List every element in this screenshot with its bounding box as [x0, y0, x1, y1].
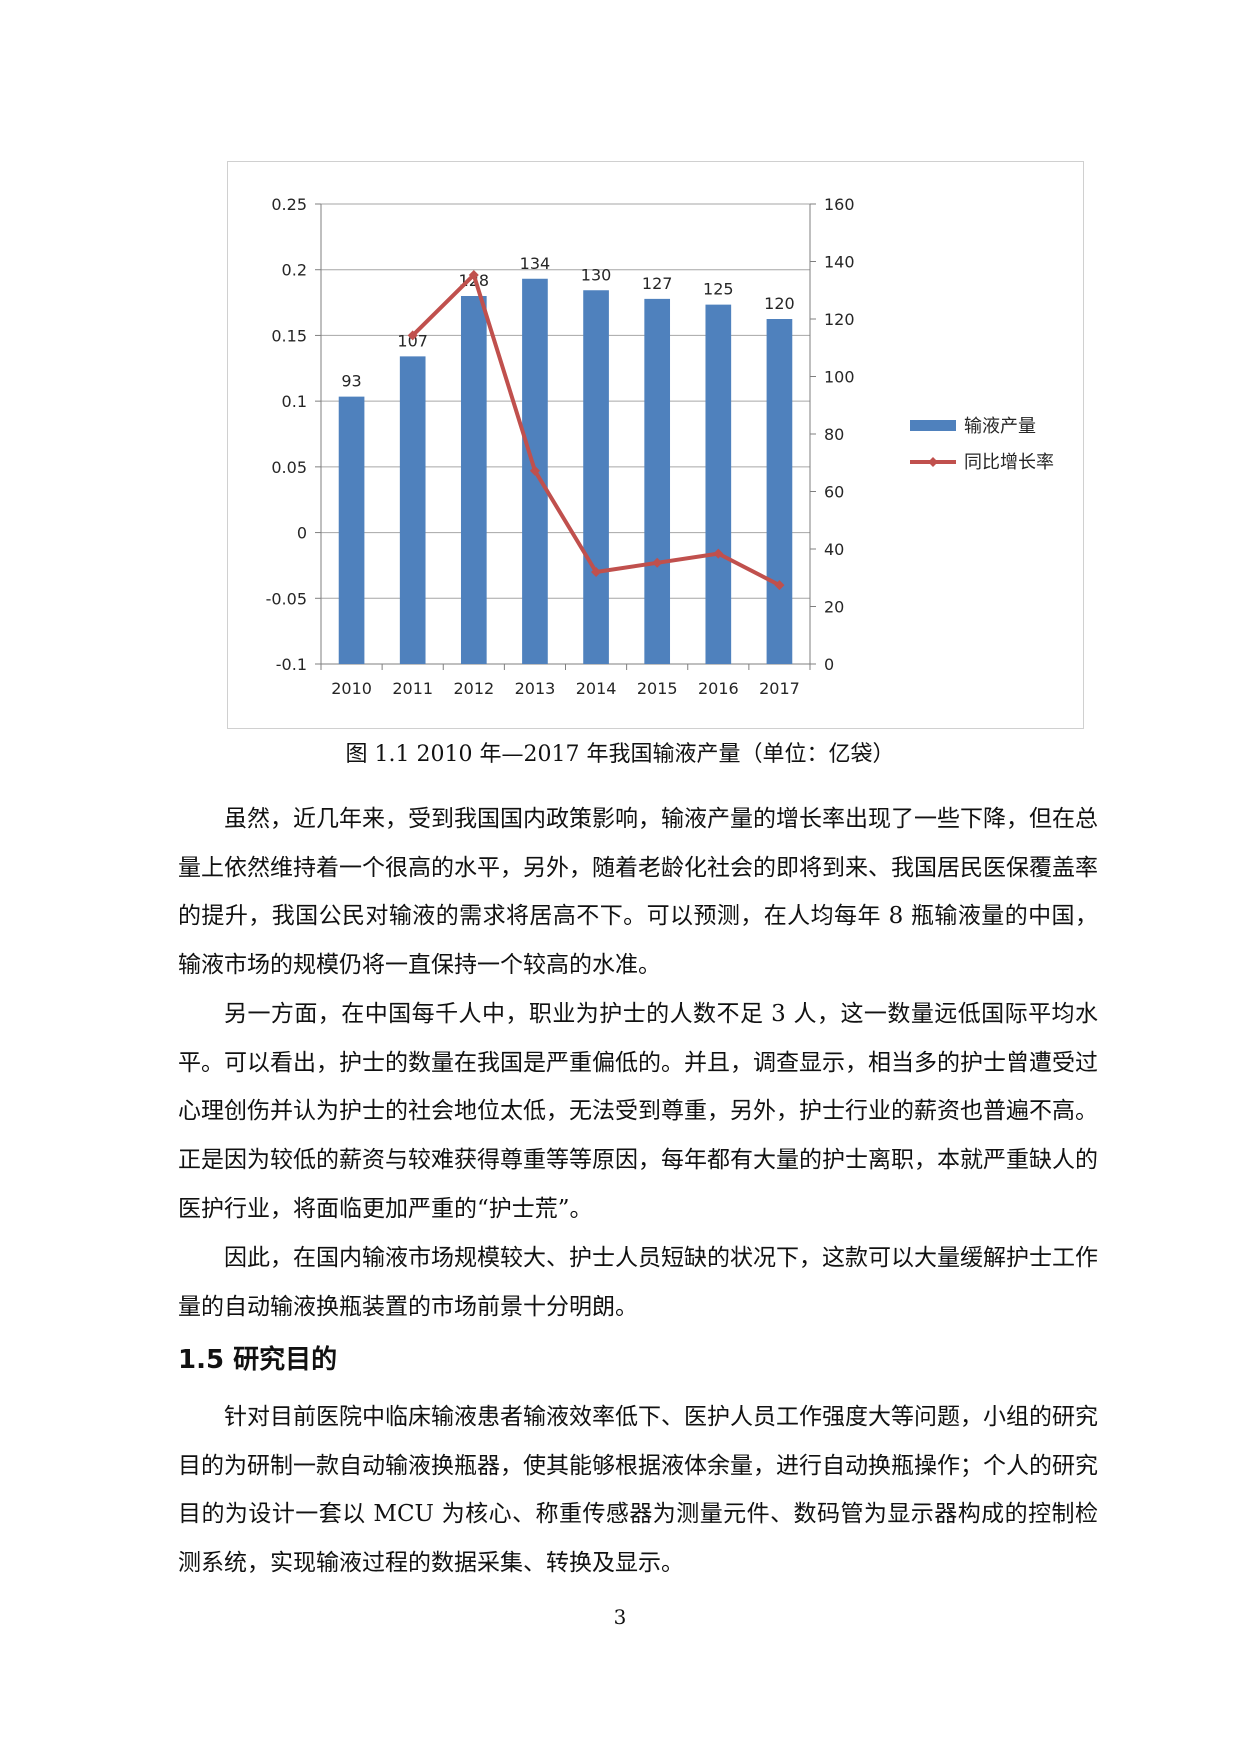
left-axis-tick-label: -0.05	[266, 589, 307, 608]
right-axis-tick-label: 20	[824, 598, 844, 617]
right-axis-tick-label: 140	[824, 253, 855, 272]
chart-container: -0.1 -0.05 0 0.05 0.1 0.15 0.2 0.25 0 20 40 60 80 100…	[227, 161, 1084, 729]
x-axis-tick-label: 2012	[453, 679, 494, 698]
x-axis-tick-label: 2016	[698, 679, 739, 698]
combo-chart: -0.1 -0.05 0 0.05 0.1 0.15 0.2 0.25 0 20 40 60 80 100…	[266, 195, 1054, 698]
right-axis-tick-label: 120	[824, 310, 855, 329]
line-point	[713, 548, 724, 559]
section-heading: 1.5 研究目的	[178, 1345, 338, 1375]
paragraph-1: 虽然，近几年来，受到我国国内政策影响，输液产量的增长率出现了一些下降，但在总量上…	[178, 806, 1098, 979]
line-point	[774, 580, 785, 591]
bar	[766, 319, 793, 664]
data-label: 107	[397, 331, 428, 350]
page-number: 3	[613, 1605, 627, 1629]
right-axis-tick-label: 100	[824, 368, 855, 387]
right-axis-tick-label: 40	[824, 540, 844, 559]
legend-label-bar: 输液产量	[964, 416, 1036, 437]
data-label: 134	[520, 254, 551, 273]
x-axis-tick-label: 2010	[331, 679, 372, 698]
bar	[644, 298, 671, 664]
section-paragraph: 针对目前医院中临床输液患者输液效率低下、医护人员工作强度大等问题，小组的研究目的…	[178, 1404, 1098, 1577]
paragraph-2: 另一方面，在中国每千人中，职业为护士的人数不足 3 人，这一数量远低国际平均水平…	[178, 1001, 1098, 1222]
data-label: 120	[764, 294, 795, 313]
legend-label-line: 同比增长率	[964, 452, 1054, 473]
line-point	[652, 557, 663, 568]
right-axis-tick-label: 80	[824, 425, 844, 444]
x-axis-tick-label: 2011	[392, 679, 433, 698]
x-axis-tick-label: 2014	[576, 679, 617, 698]
paragraph-3: 因此，在国内输液市场规模较大、护士人员短缺的状况下，这款可以大量缓解护士工作量的…	[178, 1245, 1098, 1320]
left-axis-tick-label: 0.2	[282, 261, 307, 280]
right-axis-tick-label: 160	[824, 195, 855, 214]
right-axis-tick-label: 60	[824, 483, 844, 502]
x-axis-tick-label: 2013	[515, 679, 556, 698]
line-point	[468, 269, 479, 280]
line-point	[407, 330, 418, 341]
data-label: 127	[642, 274, 673, 293]
data-label: 125	[703, 280, 734, 299]
bar	[705, 304, 732, 664]
left-axis-tick-label: 0.25	[271, 195, 307, 214]
bar	[399, 356, 426, 664]
data-label: 93	[341, 372, 361, 391]
left-axis-tick-label: 0.15	[271, 326, 307, 345]
left-axis-tick-label: 0	[297, 524, 307, 543]
legend-swatch-bar	[910, 420, 956, 431]
left-axis-tick-label: 0.05	[271, 458, 307, 477]
line-point	[529, 465, 540, 476]
bar	[338, 396, 365, 664]
bar	[460, 296, 487, 664]
right-axis-tick-label: 0	[824, 655, 834, 674]
left-axis-tick-label: -0.1	[276, 655, 307, 674]
line-point	[591, 567, 602, 577]
figure-caption: 图 1.1 2010 年—2017 年我国输液产量（单位：亿袋）	[345, 742, 895, 767]
x-axis-tick-label: 2015	[637, 679, 678, 698]
data-label: 130	[581, 265, 612, 284]
bar	[583, 290, 609, 664]
x-axis-tick-label: 2017	[759, 679, 800, 698]
left-axis-tick-label: 0.1	[282, 392, 307, 411]
legend-swatch-marker	[928, 457, 938, 467]
